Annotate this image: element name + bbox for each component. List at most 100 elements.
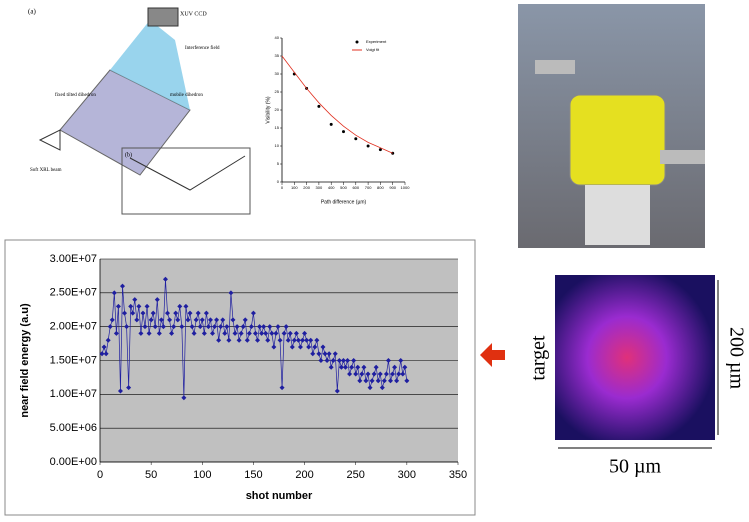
data-point bbox=[257, 324, 263, 330]
data-point bbox=[379, 385, 385, 391]
data-point bbox=[238, 330, 244, 336]
x-tick-label: 100 bbox=[193, 469, 211, 481]
red-arrow bbox=[480, 343, 505, 367]
data-point bbox=[167, 317, 173, 323]
data-point bbox=[189, 324, 195, 330]
data-point bbox=[160, 324, 166, 330]
data-point bbox=[105, 337, 111, 343]
x-tick-label: 700 bbox=[365, 185, 372, 190]
data-point bbox=[177, 303, 183, 309]
data-point bbox=[181, 395, 187, 401]
legend-label: Voigt fit bbox=[366, 47, 380, 52]
data-point bbox=[144, 303, 150, 309]
data-point bbox=[210, 330, 216, 336]
y-tick-label: 0 bbox=[277, 179, 280, 184]
data-point bbox=[295, 337, 301, 343]
data-point bbox=[150, 310, 156, 316]
y-tick-label: 2.50E+07 bbox=[50, 287, 97, 299]
data-point bbox=[378, 148, 382, 152]
data-point bbox=[383, 371, 389, 377]
data-point bbox=[265, 337, 271, 343]
x-tick-label: 150 bbox=[244, 469, 262, 481]
x-tick-label: 100 bbox=[291, 185, 298, 190]
data-point bbox=[246, 330, 252, 336]
data-point bbox=[375, 378, 381, 384]
data-point bbox=[377, 371, 383, 377]
x-tick-label: 300 bbox=[398, 469, 416, 481]
x-tick-label: 600 bbox=[352, 185, 359, 190]
data-point bbox=[195, 310, 201, 316]
data-point bbox=[357, 378, 363, 384]
data-point bbox=[158, 317, 164, 323]
data-point bbox=[306, 344, 312, 350]
data-point bbox=[400, 371, 406, 377]
data-point bbox=[152, 324, 158, 330]
data-point bbox=[289, 344, 295, 350]
y-tick-label: 35 bbox=[275, 53, 280, 58]
inset bbox=[121, 147, 251, 215]
label: mobile dihedron bbox=[170, 93, 203, 98]
data-point bbox=[371, 371, 377, 377]
data-point bbox=[381, 378, 387, 384]
data-point bbox=[207, 317, 213, 323]
pipe bbox=[660, 150, 705, 164]
data-point bbox=[269, 330, 275, 336]
data-point bbox=[361, 364, 367, 370]
data-point bbox=[197, 324, 203, 330]
data-point bbox=[267, 324, 273, 330]
y-tick-label: 0.00E+00 bbox=[50, 456, 97, 468]
data-point bbox=[216, 337, 222, 343]
data-point bbox=[120, 283, 126, 289]
data-point bbox=[222, 330, 228, 336]
data-point bbox=[234, 324, 240, 330]
data-point bbox=[287, 330, 293, 336]
beam-image bbox=[555, 275, 715, 440]
data-point bbox=[162, 276, 168, 282]
data-point bbox=[173, 310, 179, 316]
data-point bbox=[175, 317, 181, 323]
data-point bbox=[111, 290, 117, 296]
data-point bbox=[353, 371, 359, 377]
stand bbox=[585, 185, 650, 245]
data-point bbox=[402, 364, 408, 370]
data-point bbox=[329, 122, 333, 126]
data-point bbox=[124, 324, 130, 330]
data-point bbox=[302, 330, 308, 336]
data-point bbox=[115, 303, 121, 309]
data-point bbox=[244, 337, 250, 343]
data-point bbox=[396, 371, 402, 377]
legend-swatch bbox=[355, 40, 359, 44]
x-axis-label: Path difference (µm) bbox=[321, 199, 367, 205]
label: Soft XRL beam bbox=[30, 168, 62, 173]
y-tick-label: 15 bbox=[275, 125, 280, 130]
data-point bbox=[261, 324, 267, 330]
data-point bbox=[308, 337, 314, 343]
x-tick-label: 350 bbox=[449, 469, 467, 481]
data-point bbox=[171, 324, 177, 330]
data-point bbox=[201, 330, 207, 336]
data-point bbox=[193, 317, 199, 323]
x-tick-label: 50 bbox=[145, 469, 157, 481]
photo bbox=[518, 4, 705, 248]
data-point bbox=[169, 330, 175, 336]
y-tick-label: 1.00E+07 bbox=[50, 388, 97, 400]
data-point bbox=[130, 310, 136, 316]
data-point bbox=[126, 385, 132, 391]
y-tick-label: 30 bbox=[275, 71, 280, 76]
data-point bbox=[310, 351, 316, 357]
data-point bbox=[236, 337, 242, 343]
data-line bbox=[281, 55, 393, 154]
data-point bbox=[334, 388, 340, 394]
width-label: 50 µm bbox=[609, 456, 662, 478]
data-point bbox=[113, 330, 119, 336]
data-point bbox=[355, 364, 361, 370]
data-point bbox=[165, 310, 171, 316]
data-point bbox=[324, 358, 330, 363]
data-point bbox=[336, 358, 342, 363]
inset-ray bbox=[129, 155, 246, 191]
y-axis-label: near field energy (a.u) bbox=[19, 303, 31, 418]
data-point bbox=[291, 337, 297, 343]
height-label: 200 µm bbox=[725, 327, 747, 390]
data-point bbox=[351, 358, 357, 363]
data-point bbox=[317, 104, 321, 108]
